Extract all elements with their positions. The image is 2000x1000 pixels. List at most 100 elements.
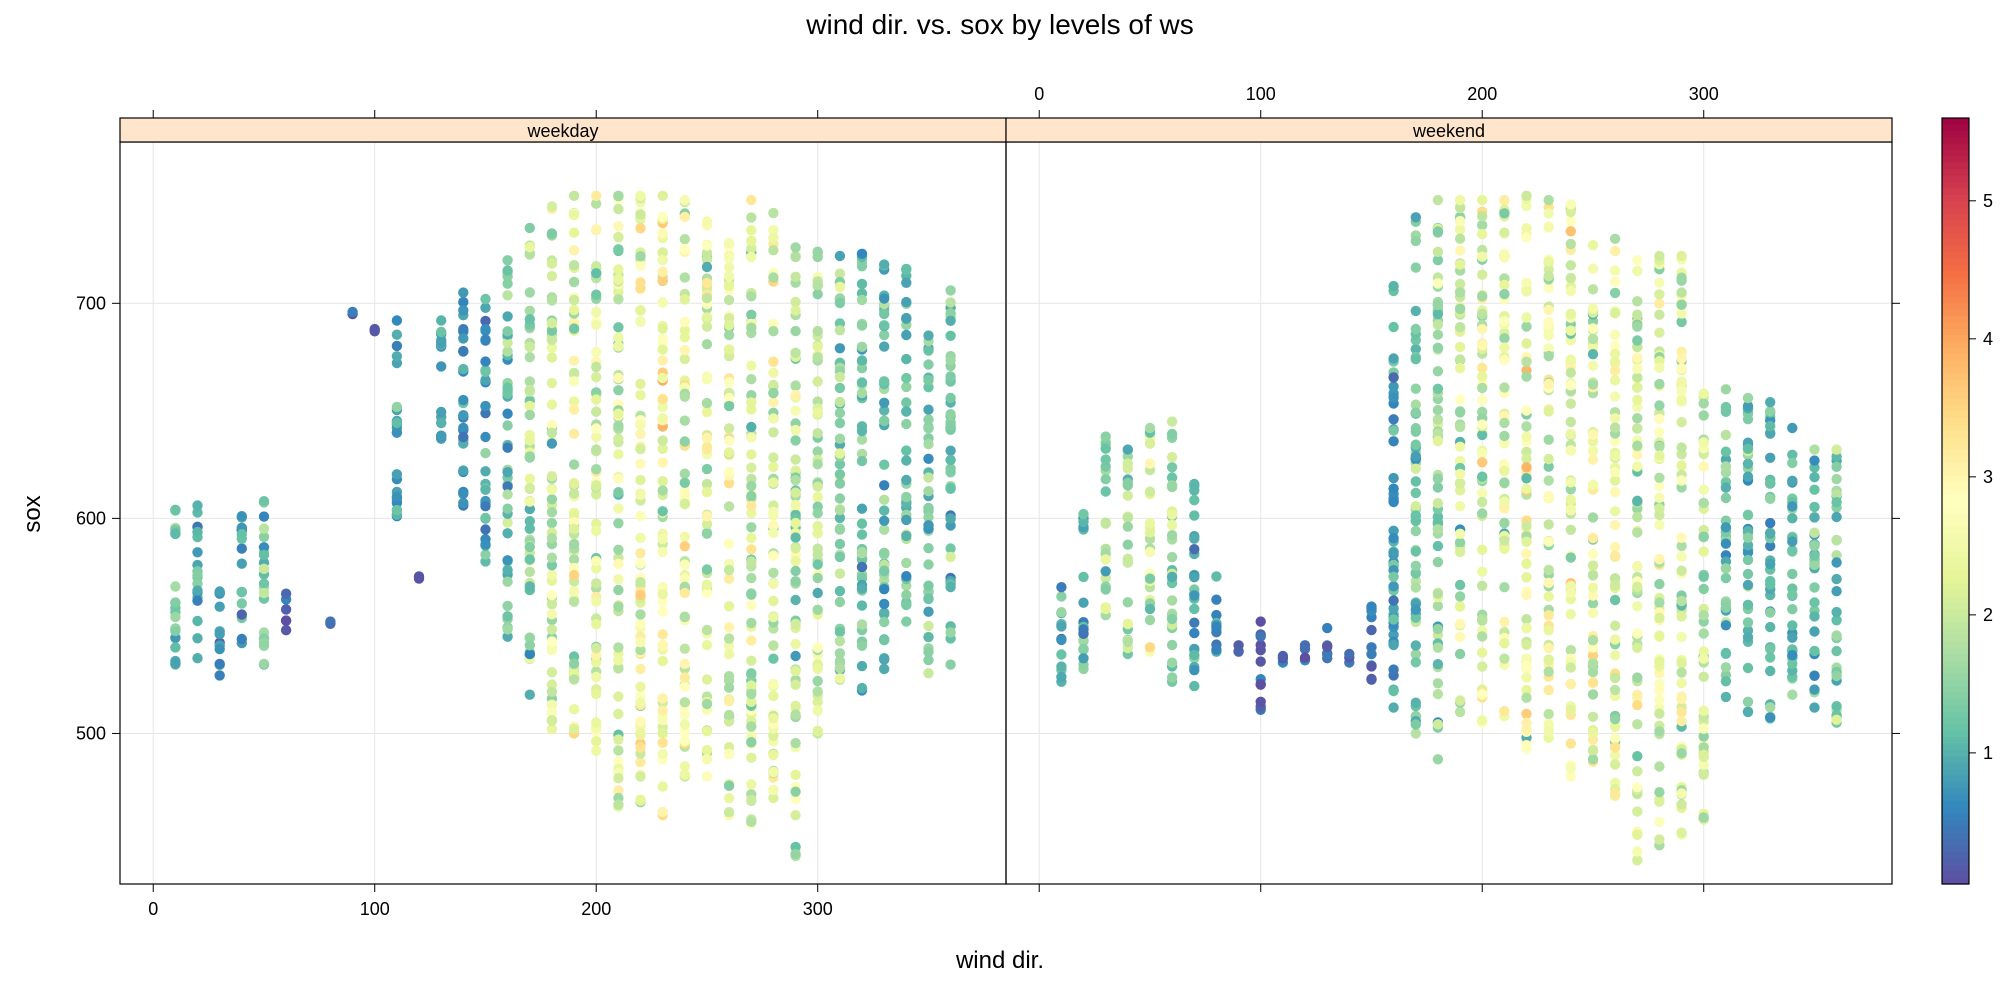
data-point: [1477, 211, 1488, 222]
data-point: [723, 447, 735, 458]
data-point: [1078, 624, 1089, 635]
data-point: [901, 372, 912, 384]
data-point: [635, 474, 646, 486]
data-point: [768, 461, 779, 473]
color-key-band: [1942, 698, 1969, 706]
data-point: [1499, 342, 1510, 353]
data-point: [524, 648, 535, 660]
data-point: [436, 417, 447, 429]
data-point: [657, 596, 668, 607]
data-point: [1189, 627, 1200, 639]
data-point: [657, 297, 668, 308]
data-point: [679, 672, 690, 683]
data-point: [768, 477, 779, 488]
data-point: [391, 491, 403, 502]
data-point: [1521, 548, 1532, 559]
data-point: [1565, 285, 1577, 297]
data-point: [1720, 522, 1732, 533]
data-point: [1521, 684, 1532, 696]
data-point: [192, 633, 203, 644]
data-point: [1609, 650, 1621, 661]
data-point: [635, 589, 646, 601]
data-point: [657, 485, 668, 496]
color-key-band: [1942, 686, 1969, 694]
data-point: [1698, 653, 1709, 664]
data-point: [856, 355, 868, 366]
data-point: [1720, 461, 1732, 472]
data-point: [679, 498, 690, 509]
data-point: [1499, 477, 1510, 489]
data-point: [1144, 486, 1156, 497]
data-point: [546, 667, 558, 678]
data-point: [923, 359, 934, 370]
data-point: [1809, 670, 1820, 681]
data-point: [458, 305, 469, 316]
data-point: [723, 633, 735, 644]
data-point: [1587, 532, 1599, 544]
data-point: [746, 449, 757, 460]
data-point: [1565, 552, 1577, 563]
data-point: [657, 655, 668, 667]
color-key-band: [1942, 118, 1969, 125]
data-point: [480, 484, 491, 495]
data-point: [923, 620, 934, 632]
data-point: [1654, 250, 1665, 262]
data-point: [591, 423, 602, 434]
data-point: [1166, 519, 1178, 531]
data-point: [502, 382, 513, 393]
data-point: [613, 734, 624, 745]
data-point: [723, 466, 735, 478]
data-point: [1654, 277, 1665, 288]
data-point: [1521, 462, 1532, 473]
data-point: [945, 420, 956, 431]
data-point: [1056, 621, 1067, 632]
color-key-band: [1942, 366, 1969, 374]
data-point: [502, 420, 513, 431]
data-point: [1565, 199, 1577, 210]
data-point: [546, 636, 558, 647]
data-point: [546, 471, 558, 482]
data-point: [1410, 728, 1422, 739]
data-point: [613, 190, 624, 201]
data-point: [568, 510, 580, 521]
data-point: [746, 779, 757, 790]
data-point: [1787, 604, 1798, 615]
data-point: [923, 472, 934, 483]
data-point: [546, 707, 558, 718]
color-key-band: [1942, 647, 1969, 655]
data-point: [901, 381, 912, 393]
color-key-band: [1942, 443, 1969, 451]
data-point: [1454, 224, 1466, 235]
data-point: [1166, 452, 1178, 463]
data-point: [1632, 372, 1643, 383]
data-point: [812, 549, 823, 560]
data-point: [369, 323, 380, 335]
data-point: [258, 542, 270, 553]
data-point: [546, 507, 558, 518]
data-point: [635, 577, 646, 588]
data-point: [1765, 665, 1776, 677]
data-point: [1809, 540, 1820, 552]
data-point: [635, 378, 646, 390]
y-axis-label: sox: [19, 495, 46, 532]
data-point: [1609, 357, 1621, 369]
data-point: [1831, 606, 1842, 618]
data-point: [591, 361, 602, 373]
color-key-tick-label: 4: [1983, 329, 1993, 349]
data-point: [524, 541, 535, 553]
data-point: [568, 355, 580, 366]
data-point: [635, 389, 646, 401]
data-point: [524, 305, 535, 316]
data-point: [701, 312, 713, 323]
data-point: [1078, 508, 1089, 520]
data-point: [1211, 609, 1222, 621]
data-point: [1720, 492, 1732, 504]
data-point: [834, 538, 846, 550]
data-point: [1410, 501, 1422, 512]
data-point: [1100, 486, 1111, 497]
data-point: [856, 518, 868, 529]
data-point: [568, 428, 580, 439]
data-point: [1587, 360, 1599, 371]
data-point: [1521, 338, 1532, 349]
